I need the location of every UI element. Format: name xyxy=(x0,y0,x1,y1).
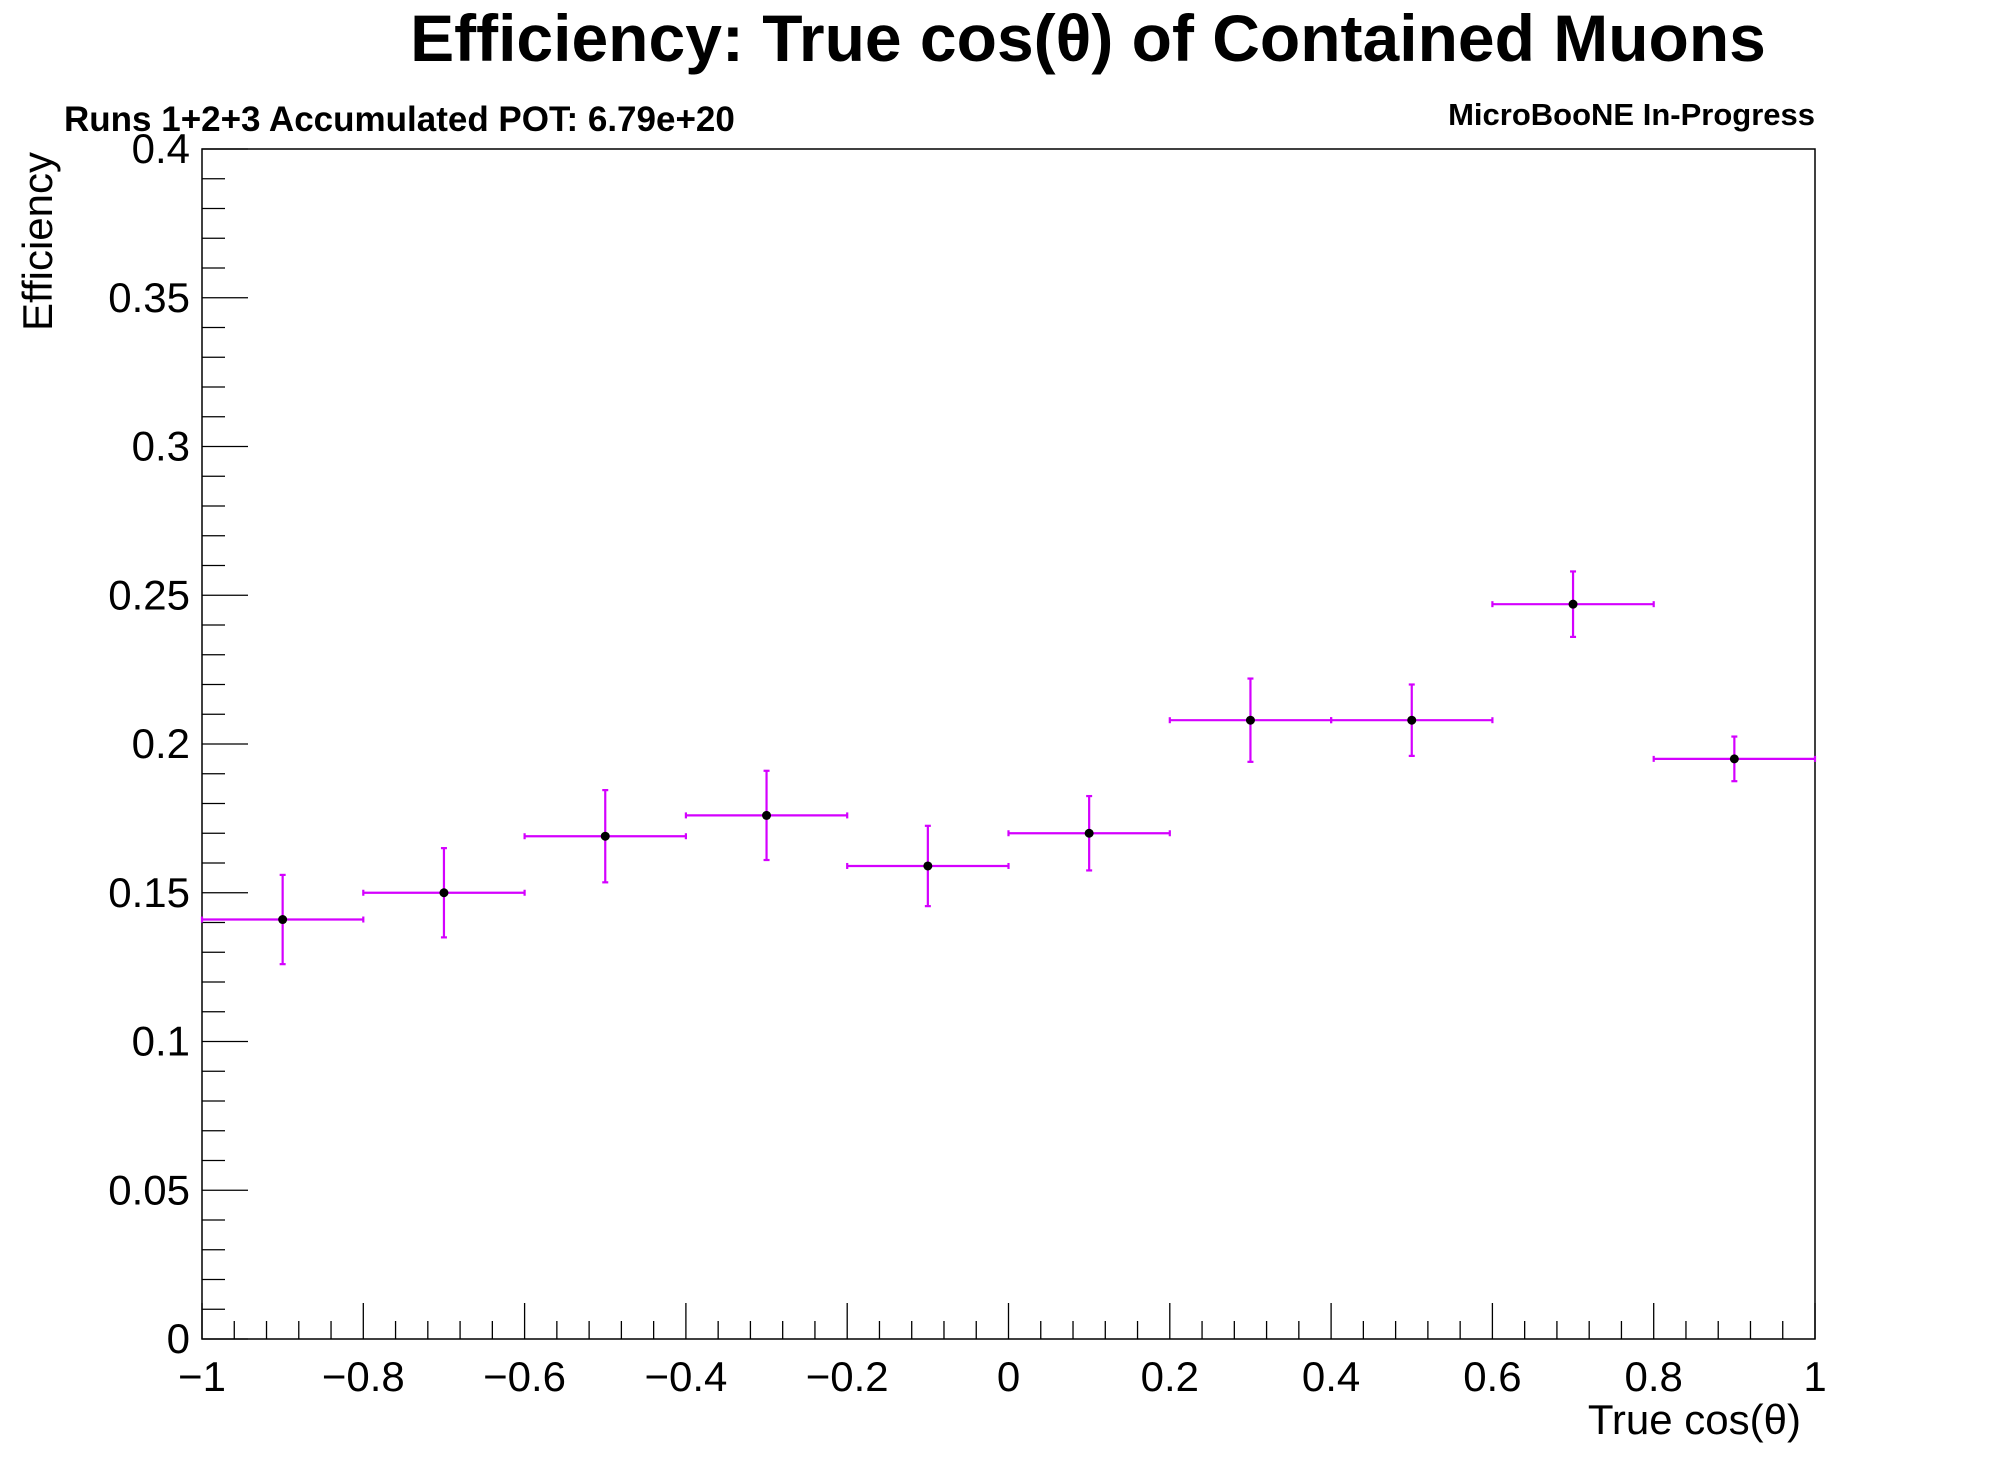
x-tick-label: −0.2 xyxy=(806,1353,889,1400)
y-axis-tick-labels: 0 0.05 0.1 0.15 0.2 0.25 0.3 0.35 0.4 xyxy=(108,125,190,1362)
y-tick-label: 0.3 xyxy=(132,423,190,470)
y-tick-label: 0.35 xyxy=(108,274,190,321)
x-tick-label: 0.6 xyxy=(1463,1353,1521,1400)
y-tick-label: 0.1 xyxy=(132,1018,190,1065)
chart-subtitle-right: MicroBooNE In-Progress xyxy=(1448,97,1815,132)
x-axis-tick-labels: −1 −0.8 −0.6 −0.4 −0.2 0 0.2 0.4 0.6 0.8 1 xyxy=(178,1353,1827,1400)
y-tick-label: 0.25 xyxy=(108,571,190,618)
chart-subtitle-left: Runs 1+2+3 Accumulated POT: 6.79e+20 xyxy=(64,100,735,139)
plot-frame xyxy=(201,148,1816,1340)
x-tick-label: −0.6 xyxy=(483,1353,566,1400)
y-tick-label: 0.2 xyxy=(132,720,190,767)
y-axis-label: Efficiency xyxy=(14,152,61,331)
data-point-marker xyxy=(439,888,449,898)
data-point-marker xyxy=(1084,828,1094,838)
x-tick-label: 1 xyxy=(1803,1353,1826,1400)
data-point-marker xyxy=(1407,715,1417,725)
x-axis-label: True cos(θ) xyxy=(1588,1396,1801,1443)
y-axis-ticks xyxy=(202,148,248,1340)
y-tick-label: 0 xyxy=(167,1315,190,1362)
data-point-marker xyxy=(1245,715,1255,725)
y-tick-label: 0.15 xyxy=(108,869,190,916)
data-point-marker xyxy=(1729,754,1739,764)
x-tick-label: −0.8 xyxy=(322,1353,405,1400)
data-point-marker xyxy=(923,861,933,871)
data-point-marker xyxy=(278,915,288,925)
x-tick-label: −0.4 xyxy=(644,1353,727,1400)
data-point-marker xyxy=(1568,599,1578,609)
data-point-marker xyxy=(600,831,610,841)
x-tick-label: 0.2 xyxy=(1141,1353,1199,1400)
data-point-marker xyxy=(762,810,772,820)
y-tick-label: 0.05 xyxy=(108,1166,190,1213)
x-tick-label: −1 xyxy=(178,1353,226,1400)
y-tick-label: 0.4 xyxy=(132,125,190,172)
x-tick-label: 0.8 xyxy=(1625,1353,1683,1400)
chart-title: Efficiency: True cos(θ) of Contained Muo… xyxy=(410,1,1766,75)
x-tick-label: 0.4 xyxy=(1302,1353,1360,1400)
data-points xyxy=(200,570,1817,966)
x-tick-label: 0 xyxy=(997,1353,1020,1400)
x-axis-ticks xyxy=(201,1303,1816,1339)
